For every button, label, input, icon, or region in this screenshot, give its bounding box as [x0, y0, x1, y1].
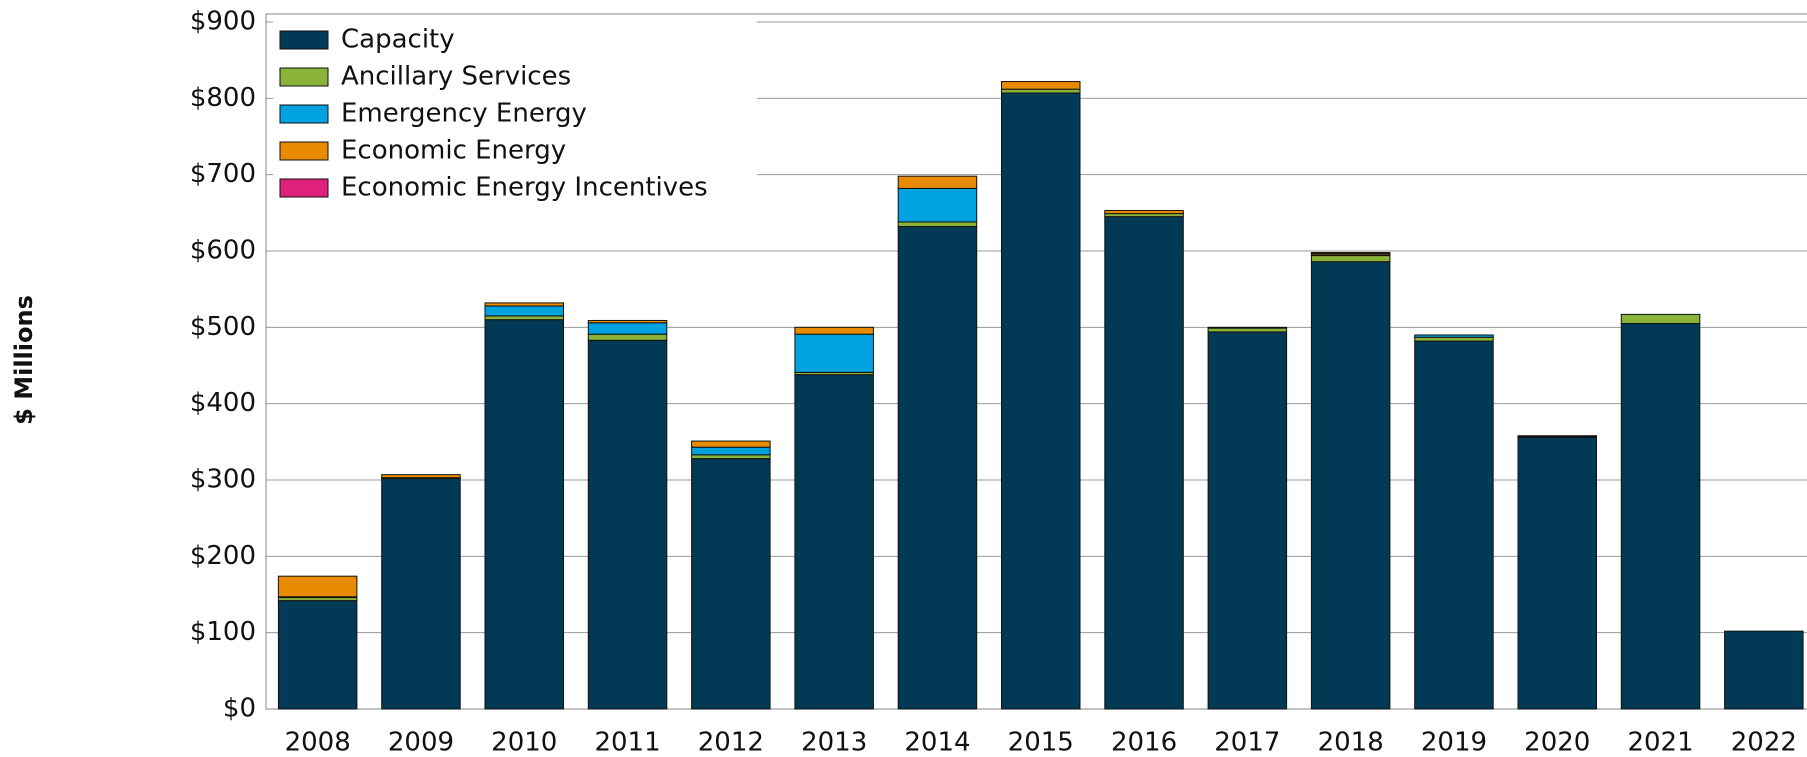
bar-segment: [691, 446, 771, 456]
bar-segment: [484, 315, 565, 321]
legend-label: Ancillary Services: [341, 62, 571, 92]
bar-segment: [1310, 255, 1391, 263]
bar-segment: [1517, 435, 1598, 437]
bar-segment: [1620, 323, 1701, 710]
bar-segment: [1310, 252, 1391, 254]
bar-segment: [484, 302, 565, 307]
y-axis-label: $ Millions: [10, 295, 38, 425]
x-tick-label: 2014: [904, 728, 970, 757]
y-tick-label: $900: [190, 7, 256, 37]
x-tick-label: 2008: [285, 728, 351, 757]
y-tick-label: $100: [190, 617, 256, 647]
bar-segment: [587, 322, 668, 335]
bar-segment: [1104, 216, 1184, 710]
bar-segment: [794, 326, 874, 335]
legend-swatch: [279, 67, 329, 87]
bar-segment: [691, 440, 771, 448]
bar-segment: [1414, 340, 1494, 710]
bar-segment: [1724, 630, 1804, 710]
x-tick-label: 2016: [1111, 728, 1177, 757]
bar-segment: [1310, 261, 1391, 710]
bar-segment: [587, 333, 668, 341]
bar-segment: [1000, 81, 1081, 90]
bar-segment: [897, 226, 978, 710]
x-tick-label: 2010: [491, 728, 557, 757]
x-tick-label: 2020: [1524, 728, 1590, 757]
legend-label: Capacity: [341, 25, 455, 55]
bar-segment: [1207, 331, 1288, 710]
legend-box: [273, 20, 757, 208]
y-tick-label: $0: [223, 694, 256, 724]
bar-segment: [1104, 210, 1184, 215]
bar-segment: [1414, 334, 1494, 338]
y-tick-label: $300: [190, 465, 256, 495]
bar-segment: [1517, 436, 1598, 710]
y-tick-label: $600: [190, 236, 256, 266]
y-tick-label: $400: [190, 388, 256, 418]
bar-segment: [794, 374, 874, 710]
bar-segment: [1414, 336, 1494, 342]
legend-swatch: [279, 178, 329, 198]
legend-label: Economic Energy: [341, 136, 566, 166]
x-tick-label: 2017: [1214, 728, 1280, 757]
x-tick-label: 2011: [594, 728, 660, 757]
bar-segment: [1207, 327, 1288, 333]
bar-segment: [1000, 88, 1081, 94]
bar-segment: [691, 458, 771, 710]
bar-segment: [897, 175, 978, 189]
bar-segment: [587, 319, 668, 324]
y-tick-label: $200: [190, 541, 256, 571]
legend-swatch: [279, 141, 329, 161]
legend-label: Economic Energy Incentives: [341, 173, 708, 203]
y-tick-label: $500: [190, 312, 256, 342]
bar-segment: [897, 221, 978, 228]
y-tick-label: $700: [190, 159, 256, 189]
bar-segment: [794, 333, 874, 373]
bar-segment: [381, 477, 461, 710]
bar-segment: [277, 575, 358, 598]
bar-segment: [1207, 326, 1288, 329]
legend-swatch: [279, 104, 329, 124]
bar-segment: [587, 339, 668, 710]
bar-segment: [484, 319, 565, 710]
bar-segment: [381, 474, 461, 479]
x-tick-label: 2012: [698, 728, 764, 757]
bar-segment: [277, 600, 358, 710]
y-tick-label: $800: [190, 83, 256, 113]
bar-segment: [1000, 92, 1081, 710]
legend-swatch: [279, 30, 329, 50]
bar-segment: [484, 305, 565, 317]
legend-label: Emergency Energy: [341, 99, 587, 129]
bar-segment: [691, 454, 771, 460]
x-tick-label: 2009: [388, 728, 454, 757]
bar-segment: [1620, 313, 1701, 325]
x-tick-label: 2022: [1731, 728, 1797, 757]
x-tick-label: 2013: [801, 728, 867, 757]
x-tick-label: 2015: [1008, 728, 1074, 757]
x-tick-label: 2021: [1627, 728, 1693, 757]
x-tick-label: 2018: [1318, 728, 1384, 757]
bar-segment: [897, 187, 978, 223]
x-tick-label: 2019: [1421, 728, 1487, 757]
